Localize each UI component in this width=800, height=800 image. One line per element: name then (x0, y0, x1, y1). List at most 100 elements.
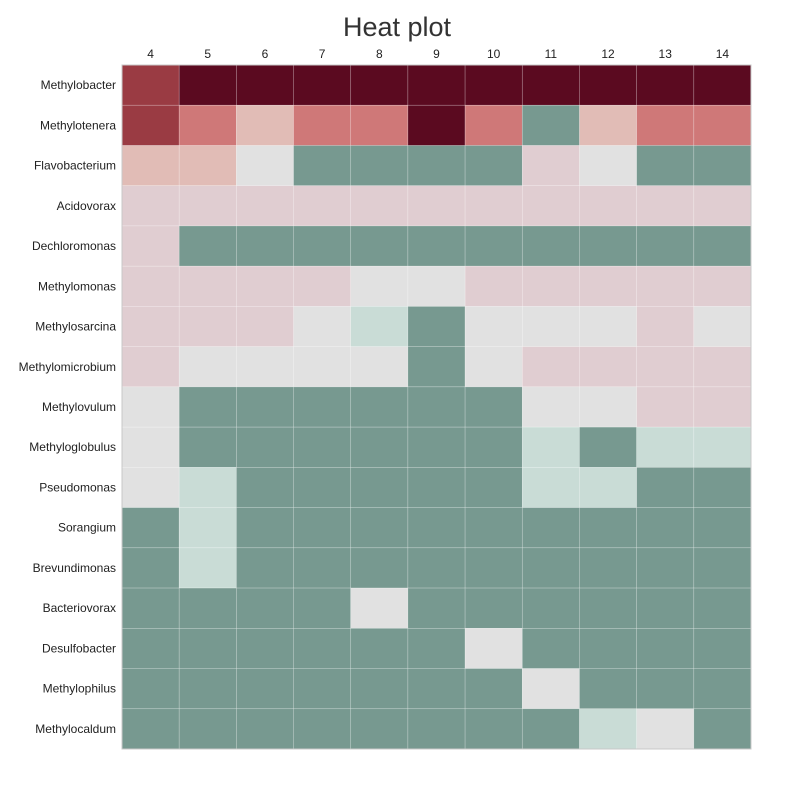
heatmap-cell (407, 225, 466, 267)
heatmap-cell (407, 467, 466, 508)
heatmap-cell (636, 225, 695, 267)
heatmap-cell (579, 306, 637, 347)
heatmap-cell (521, 426, 580, 468)
column-label: 6 (262, 47, 269, 61)
heatmap-cell (407, 426, 466, 468)
heatmap-cell (636, 185, 695, 227)
heatmap-cell (121, 627, 180, 669)
heatmap-cell (579, 145, 637, 187)
heatmap-cell (121, 708, 180, 750)
heatmap-cell (636, 547, 695, 589)
heatmap-cell (407, 64, 466, 106)
row-label: Pseudomonas (39, 480, 116, 494)
column-label: 9 (433, 47, 440, 61)
row-label: Methylosarcina (35, 320, 116, 334)
heatmap-cell (178, 145, 237, 187)
row-label: Brevundimonas (33, 561, 116, 575)
row-label: Methylophilus (43, 682, 116, 696)
heatmap-cell (236, 145, 294, 187)
heatmap-cell (350, 265, 409, 307)
row-label: Desulfobacter (42, 641, 116, 655)
heatmap-cell (579, 426, 637, 468)
heatmap-cell (236, 708, 294, 750)
column-label: 11 (545, 47, 558, 61)
heatmap-cell (407, 507, 466, 549)
heatmap-cell (178, 306, 237, 347)
heatmap-cell (693, 627, 752, 669)
heatmap-cell (407, 306, 466, 347)
heatmap-cell (350, 306, 409, 347)
heatmap-cell (407, 668, 466, 710)
heatmap-cells (121, 64, 752, 750)
heatmap-cell (121, 145, 180, 187)
heatmap-cell (350, 185, 409, 227)
heatmap-cell (293, 145, 352, 187)
heatmap-cell (464, 185, 523, 227)
heatmap-cell (464, 467, 523, 508)
heatmap-cell (464, 547, 523, 589)
heatmap-cell (464, 507, 523, 549)
heatmap-cell (407, 627, 466, 669)
heatmap-cell (178, 587, 237, 629)
heatmap-cell (236, 507, 294, 549)
heatmap-cell (407, 587, 466, 629)
heatmap-cell (407, 346, 466, 388)
heatmap-cell (521, 547, 580, 589)
heatmap-cell (579, 587, 637, 629)
heatmap-cell (350, 426, 409, 468)
heatmap-cell (521, 185, 580, 227)
column-label: 12 (601, 47, 615, 61)
heatmap-cell (521, 627, 580, 669)
heatmap-cell (521, 225, 580, 267)
row-label: Acidovorax (57, 199, 116, 213)
heatmap-cell (636, 426, 695, 468)
heatmap-cell (236, 386, 294, 428)
heatmap-cell (579, 225, 637, 267)
column-tick-labels: 4 5 6 7 8 9 10 11 12 13 14 (147, 47, 729, 61)
heatmap-cell (178, 265, 237, 307)
heatmap-cell (636, 467, 695, 508)
plot-frame (121, 64, 752, 750)
heatmap-cell (121, 265, 180, 307)
heatmap-cell (293, 708, 352, 750)
heatmap-cell (636, 64, 695, 106)
heatmap-cell (464, 426, 523, 468)
heatmap-cell (350, 467, 409, 508)
heatmap-cell (693, 587, 752, 629)
heatmap-cell (464, 225, 523, 267)
row-tick-labels: Methylobacter Methylotenera Flavobacterium… (19, 78, 117, 736)
row-label: Sorangium (58, 521, 116, 535)
heatmap-cell (121, 225, 180, 267)
heatmap-cell (521, 104, 580, 146)
heatmap-cell (293, 64, 352, 106)
heatmap-cell (579, 668, 637, 710)
heatmap-cell (464, 265, 523, 307)
heatmap-cell (178, 386, 237, 428)
heatmap-cell (350, 64, 409, 106)
row-label: Methylotenera (40, 118, 116, 132)
heatmap-cell (293, 104, 352, 146)
heatmap-cell (293, 346, 352, 388)
heatmap-cell (236, 265, 294, 307)
heatmap-cell (521, 306, 580, 347)
heatmap-cell (121, 507, 180, 549)
heatmap-cell (464, 346, 523, 388)
heatmap-cell (350, 104, 409, 146)
heatmap-cell (407, 386, 466, 428)
heatmap-cell (293, 306, 352, 347)
heatmap-cell (350, 145, 409, 187)
heatmap-cell (178, 547, 237, 589)
heatmap-cell (178, 185, 237, 227)
heatmap-cell (121, 64, 180, 106)
column-label: 7 (319, 47, 326, 61)
heatmap-cell (579, 467, 637, 508)
heatmap-cell (293, 225, 352, 267)
heatmap-cell (178, 507, 237, 549)
heatmap-cell (636, 104, 695, 146)
heatmap-cell (121, 104, 180, 146)
heatmap-cell (236, 225, 294, 267)
heatmap-cell (464, 386, 523, 428)
heatmap-cell (464, 104, 523, 146)
heatmap-cell (579, 547, 637, 589)
